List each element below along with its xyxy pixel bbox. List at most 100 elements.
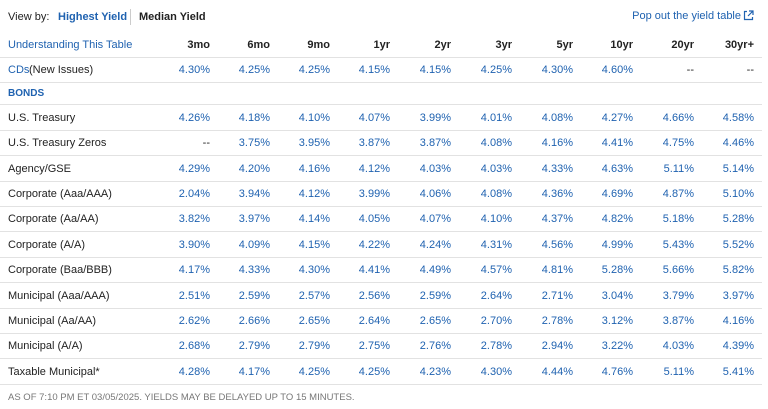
yield-cell: 4.08% [480,188,512,201]
yield-cell: 4.15% [298,238,330,251]
yield-cell: 4.41% [358,264,390,277]
yield-cell: 4.15% [358,64,390,77]
yield-cell: 2.64% [480,289,512,302]
yield-cell: 2.68% [178,340,210,353]
yield-cell: 5.52% [722,238,754,251]
yield-cell: 2.64% [358,315,390,328]
yield-cell: 4.30% [480,365,512,378]
column-header: 20yr [671,39,694,51]
yield-cell: 4.07% [419,213,451,226]
row-divider [0,333,762,335]
yield-cell: 2.04% [178,188,210,201]
column-header: 3mo [187,39,210,51]
row-label: Municipal (Aaa/AAA) [8,289,110,302]
yield-cell: 2.79% [298,340,330,353]
yield-cell: 4.28% [178,365,210,378]
row-label: Agency/GSE [8,162,71,175]
yield-cell: 3.87% [358,137,390,150]
yield-cell: 4.22% [358,238,390,251]
yield-cell: 3.79% [662,289,694,302]
yield-cell: 4.60% [601,64,633,77]
yield-cell: 4.20% [238,162,270,175]
column-header: 9mo [307,39,330,51]
column-header: 2yr [434,39,451,51]
yield-cell: 4.44% [541,365,573,378]
yield-cell: 4.23% [419,365,451,378]
yield-cell: 4.81% [541,264,573,277]
popout-icon[interactable] [743,10,754,21]
yield-cell: 4.24% [419,238,451,251]
yield-cell: 2.94% [541,340,573,353]
column-header: 10yr [610,39,633,51]
yield-cell: 4.18% [238,111,270,124]
divider [130,9,131,25]
yield-cell: 4.41% [601,137,633,150]
column-header: 6mo [247,39,270,51]
yield-cell: 5.66% [662,264,694,277]
yield-cell: 4.99% [601,238,633,251]
yield-cell: 4.33% [541,162,573,175]
understanding-link[interactable]: Understanding This Table [8,39,133,51]
yield-cell: 4.31% [480,238,512,251]
yield-cell: 3.99% [358,188,390,201]
yield-cell: 2.62% [178,315,210,328]
row-divider [0,383,762,385]
yield-cell: 5.11% [663,162,694,175]
yield-cell: 4.87% [662,188,694,201]
yield-cell: 5.10% [722,188,754,201]
yield-cell: 4.17% [238,365,270,378]
yield-cell: 5.28% [722,213,754,226]
yield-cell: 3.75% [238,137,270,150]
yield-cell: 4.26% [178,111,210,124]
row-divider [0,206,762,208]
row-label: U.S. Treasury [8,111,76,124]
yield-cell: 2.65% [298,315,330,328]
yield-cell: 3.97% [238,213,270,226]
highest-yield-option[interactable]: Highest Yield [58,11,128,23]
yield-cell: 4.33% [238,264,270,277]
popout-link[interactable]: Pop out the yield table [632,10,741,22]
yield-cell: 2.78% [541,315,573,328]
yield-cell: 4.10% [298,111,330,124]
yield-cell: 4.25% [238,64,270,77]
row-divider [0,82,762,84]
yield-cell: 4.09% [238,238,270,251]
yield-cell: 2.71% [541,289,573,302]
yield-cell: 3.22% [601,340,633,353]
yield-cell: 4.25% [298,365,330,378]
row-divider [0,129,762,131]
yield-cell: 2.59% [419,289,451,302]
row-divider [0,256,762,258]
yield-cell: 4.15% [419,64,451,77]
yield-cell: 4.03% [419,162,451,175]
yield-cell: 4.49% [419,264,451,277]
yield-cell: 5.43% [662,238,694,251]
row-divider [0,358,762,360]
column-header: 1yr [373,39,390,51]
footer-note: AS OF 7:10 PM ET 03/05/2025. YIELDS MAY … [8,392,355,403]
yield-cell: 4.01% [480,111,512,124]
yield-cell: 4.63% [601,162,633,175]
yield-cell: 4.08% [480,137,512,150]
yield-cell: 4.82% [601,213,633,226]
yield-cell: 3.87% [419,137,451,150]
row-divider [0,180,762,182]
yield-cell: 4.07% [358,111,390,124]
cds-link[interactable]: CDs [8,64,30,77]
yield-cell: 4.03% [480,162,512,175]
median-yield-option[interactable]: Median Yield [139,11,206,23]
yield-cell: 4.75% [662,137,694,150]
yield-cell: 4.16% [722,315,754,328]
yield-cell: 4.76% [601,365,633,378]
yield-cell: 4.12% [358,162,390,175]
yield-cell: 4.57% [480,264,512,277]
yield-cell: 3.97% [722,289,754,302]
yield-cell: -- [686,64,694,77]
row-label: Municipal (A/A) [8,340,83,353]
yield-cell: 2.76% [419,340,451,353]
yield-cell: 3.95% [298,137,330,150]
yield-cell: 2.51% [178,289,210,302]
yield-cell: 3.90% [178,238,210,251]
yield-cell: 2.57% [298,289,330,302]
